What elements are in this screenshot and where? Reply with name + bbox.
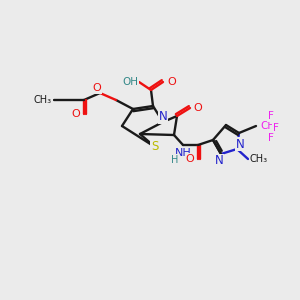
Text: O: O (186, 154, 194, 164)
Text: F: F (273, 123, 279, 133)
Text: F: F (268, 133, 274, 143)
Text: N: N (159, 110, 167, 124)
Text: N: N (236, 137, 244, 151)
Text: NH: NH (175, 148, 191, 158)
Text: CH₃: CH₃ (34, 95, 52, 105)
Text: CH₃: CH₃ (250, 154, 268, 164)
Text: OH: OH (122, 77, 138, 87)
Text: O: O (168, 77, 176, 87)
Text: O: O (72, 109, 80, 119)
Text: N: N (214, 154, 224, 167)
Text: O: O (93, 83, 101, 93)
Text: F: F (268, 111, 274, 121)
Text: CF₃: CF₃ (260, 121, 278, 131)
Text: S: S (151, 140, 159, 154)
Text: O: O (194, 103, 202, 113)
Text: H: H (171, 155, 179, 165)
